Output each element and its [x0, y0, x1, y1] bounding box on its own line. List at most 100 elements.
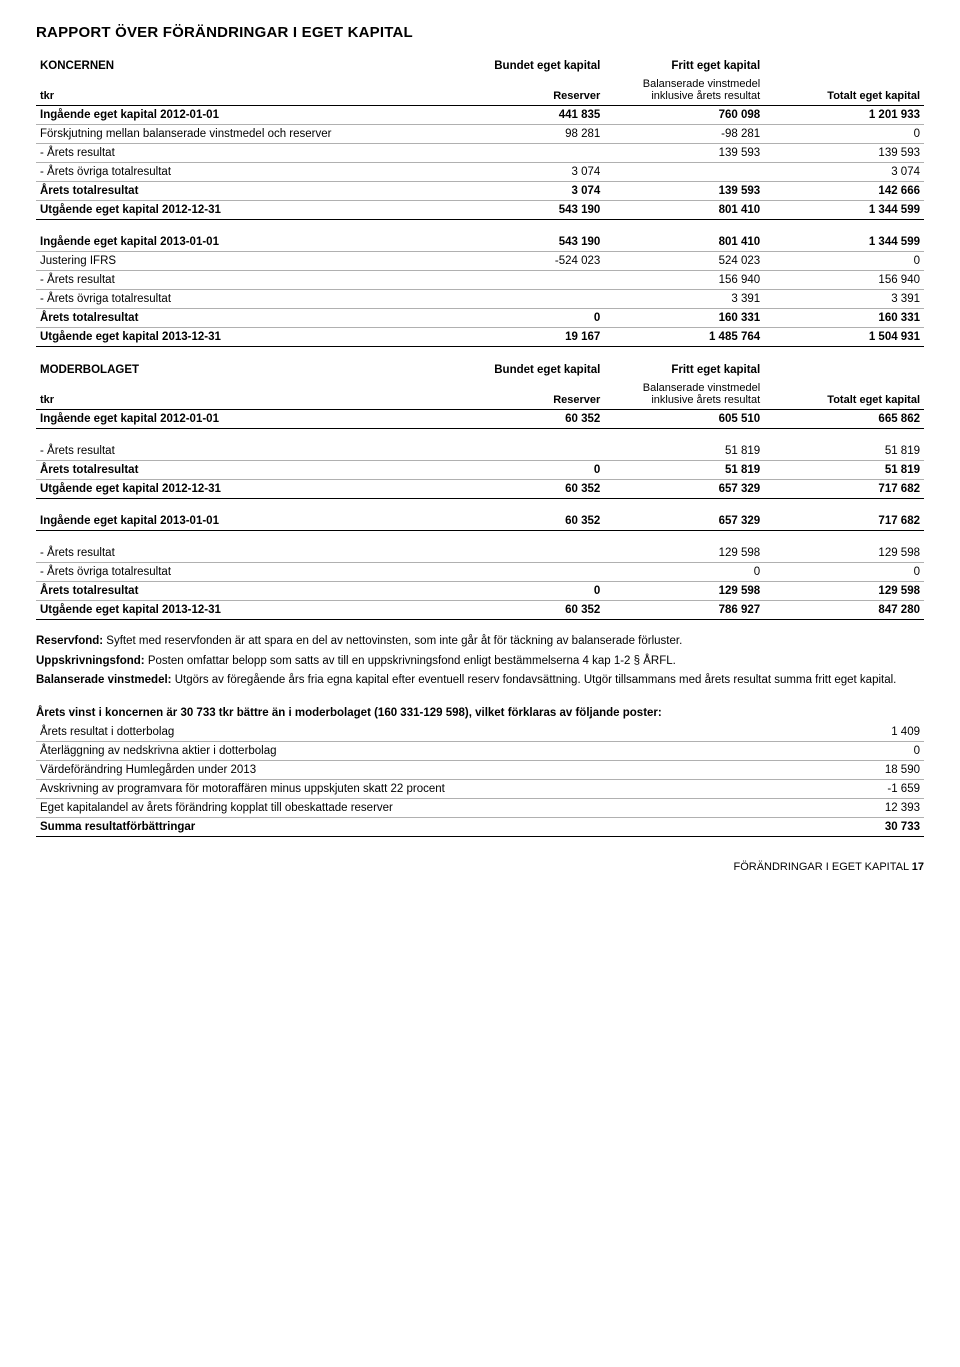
hdr-bundet: Bundet eget kapital [444, 57, 604, 75]
row-value: 160 331 [764, 309, 924, 328]
row-value [444, 144, 604, 163]
moderbolaget-table: MODERBOLAGET Bundet eget kapital Fritt e… [36, 361, 924, 620]
note-reservfond-label: Reservfond: [36, 635, 103, 647]
row-value: 801 410 [604, 201, 764, 220]
row-value: 156 940 [604, 271, 764, 290]
row-value: 717 682 [764, 480, 924, 499]
row-value: 3 074 [764, 163, 924, 182]
row-label: Utgående eget kapital 2012-12-31 [36, 201, 444, 220]
table-row: Årets totalresultat051 81951 819 [36, 461, 924, 480]
hdr-fritt: Fritt eget kapital [604, 57, 764, 75]
row-value: 657 329 [604, 480, 764, 499]
row-value: 139 593 [604, 182, 764, 201]
row-value: 0 [444, 309, 604, 328]
row-value: 60 352 [444, 410, 604, 429]
row-value: -524 023 [444, 252, 604, 271]
sub-tkr: tkr [36, 75, 444, 106]
row-value: 156 940 [764, 271, 924, 290]
row-label: Ingående eget kapital 2012-01-01 [36, 106, 444, 125]
footer-label: FÖRÄNDRINGAR I EGET KAPITAL [733, 861, 908, 873]
hdr-totalt: Totalt eget kapital [764, 75, 924, 106]
table-row: Årets totalresultat3 074139 593142 666 [36, 182, 924, 201]
row-label: - Årets resultat [36, 144, 444, 163]
row-value [444, 531, 604, 563]
row-label: - Årets övriga totalresultat [36, 563, 444, 582]
row-value: 441 835 [444, 106, 604, 125]
table-row: - Årets övriga totalresultat3 3913 391 [36, 290, 924, 309]
row-value: 1 201 933 [764, 106, 924, 125]
sub-balanserade: Balanserade vinstmedel inklusive årets r… [604, 75, 764, 106]
row-label: - Årets övriga totalresultat [36, 290, 444, 309]
table-row: - Årets resultat 156 940156 940 [36, 271, 924, 290]
row-value: 12 393 [764, 798, 924, 817]
page-title: RAPPORT ÖVER FÖRÄNDRINGAR I EGET KAPITAL [36, 24, 924, 41]
row-label: Utgående eget kapital 2013-12-31 [36, 601, 444, 620]
row-value: 3 391 [764, 290, 924, 309]
row-label: Eget kapitalandel av årets förändring ko… [36, 798, 764, 817]
row-value: 0 [764, 125, 924, 144]
table-row: Årets resultat i dotterbolag1 409 [36, 723, 924, 742]
row-value: 1 344 599 [764, 201, 924, 220]
m-sub-reserver: Reserver [444, 379, 604, 410]
row-label: Värdeförändring Humlegården under 2013 [36, 760, 764, 779]
row-value: 0 [764, 741, 924, 760]
row-label: - Årets resultat [36, 271, 444, 290]
row-value: 98 281 [444, 125, 604, 144]
row-value: 717 682 [764, 499, 924, 531]
footer-page: 17 [912, 861, 924, 873]
table-row: - Årets övriga totalresultat00 [36, 563, 924, 582]
table-row: Avskrivning av programvara för motoraffä… [36, 779, 924, 798]
table-row: Värdeförändring Humlegården under 201318… [36, 760, 924, 779]
row-value: -98 281 [604, 125, 764, 144]
row-value: 543 190 [444, 201, 604, 220]
note-balanserade-text: Utgörs av föregående års fria egna kapit… [172, 674, 897, 686]
row-value: 129 598 [604, 531, 764, 563]
row-value: 1 409 [764, 723, 924, 742]
row-label: Avskrivning av programvara för motoraffä… [36, 779, 764, 798]
notes: Reservfond: Syftet med reservfonden är a… [36, 634, 924, 689]
row-value: 3 074 [444, 163, 604, 182]
sub-reserver: Reserver [444, 75, 604, 106]
row-label: - Årets resultat [36, 429, 444, 461]
table-row: - Årets resultat51 81951 819 [36, 429, 924, 461]
m-hdr-fritt: Fritt eget kapital [604, 361, 764, 379]
table-row: Eget kapitalandel av årets förändring ko… [36, 798, 924, 817]
row-value: 0 [764, 563, 924, 582]
table-row: Justering IFRS-524 023524 0230 [36, 252, 924, 271]
explain-title: Årets vinst i koncernen är 30 733 tkr bä… [36, 707, 924, 719]
row-value: 543 190 [444, 220, 604, 252]
row-value: 0 [444, 582, 604, 601]
row-value: 1 504 931 [764, 328, 924, 347]
row-value: 3 074 [444, 182, 604, 201]
row-label: Återläggning av nedskrivna aktier i dott… [36, 741, 764, 760]
table-row: - Årets övriga totalresultat3 0743 074 [36, 163, 924, 182]
koncernen-title: KONCERNEN [36, 57, 444, 75]
row-label: Årets totalresultat [36, 582, 444, 601]
row-label: - Årets övriga totalresultat [36, 163, 444, 182]
table-row: Årets totalresultat0160 331160 331 [36, 309, 924, 328]
row-label: Årets totalresultat [36, 182, 444, 201]
table-row: Summa resultatförbättringar30 733 [36, 817, 924, 836]
note-balanserade-label: Balanserade vinstmedel: [36, 674, 172, 686]
row-value: 142 666 [764, 182, 924, 201]
row-label: Utgående eget kapital 2013-12-31 [36, 328, 444, 347]
m-sub-tkr: tkr [36, 379, 444, 410]
row-value [444, 563, 604, 582]
page-footer: FÖRÄNDRINGAR I EGET KAPITAL 17 [36, 861, 924, 873]
table-row: - Årets resultat129 598129 598 [36, 531, 924, 563]
note-uppskrivningsfond-label: Uppskrivningsfond: [36, 655, 145, 667]
row-label: Justering IFRS [36, 252, 444, 271]
row-value: 60 352 [444, 601, 604, 620]
table-row: Förskjutning mellan balanserade vinstmed… [36, 125, 924, 144]
row-label: Årets resultat i dotterbolag [36, 723, 764, 742]
row-value: 19 167 [444, 328, 604, 347]
table-row: Återläggning av nedskrivna aktier i dott… [36, 741, 924, 760]
row-value: 129 598 [604, 582, 764, 601]
row-value: 51 819 [604, 461, 764, 480]
row-value: 129 598 [764, 531, 924, 563]
row-label: Ingående eget kapital 2013-01-01 [36, 220, 444, 252]
row-value: 129 598 [764, 582, 924, 601]
row-value: 760 098 [604, 106, 764, 125]
row-value: 60 352 [444, 499, 604, 531]
row-label: Årets totalresultat [36, 461, 444, 480]
